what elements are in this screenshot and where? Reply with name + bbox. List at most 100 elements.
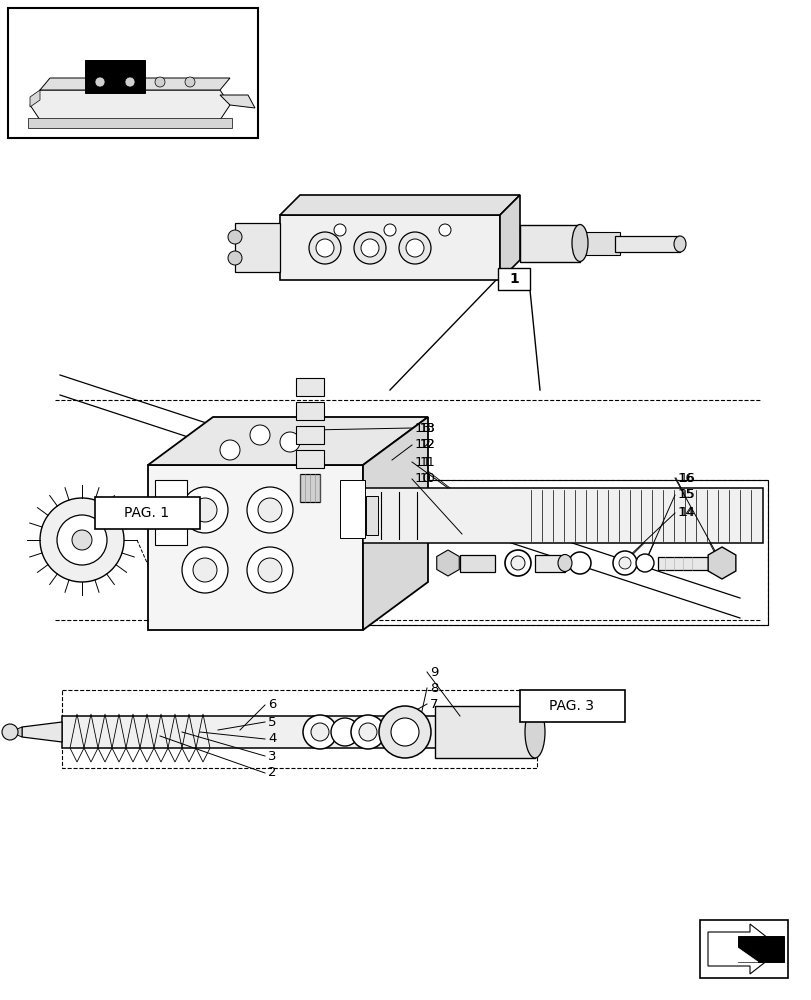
Text: 1: 1	[508, 272, 518, 286]
Text: 12: 12	[414, 438, 431, 452]
Circle shape	[72, 530, 92, 550]
Text: 15: 15	[677, 488, 694, 502]
Bar	[363, 480, 767, 625]
Polygon shape	[737, 948, 757, 962]
Text: 16: 16	[679, 472, 695, 485]
Circle shape	[182, 487, 228, 533]
Circle shape	[439, 224, 450, 236]
Text: 10: 10	[414, 473, 431, 486]
Circle shape	[228, 251, 242, 265]
Circle shape	[95, 77, 105, 87]
Circle shape	[247, 487, 293, 533]
Text: 13: 13	[419, 422, 436, 434]
Text: 10: 10	[419, 473, 436, 486]
Bar	[699, 920, 787, 978]
Bar	[155, 480, 187, 545]
Polygon shape	[707, 547, 735, 579]
Circle shape	[406, 239, 423, 257]
Polygon shape	[500, 195, 519, 280]
Ellipse shape	[525, 706, 544, 758]
Circle shape	[361, 239, 379, 257]
Polygon shape	[435, 706, 534, 758]
Circle shape	[309, 232, 341, 264]
Circle shape	[250, 425, 270, 445]
Polygon shape	[280, 195, 519, 215]
Text: 15: 15	[679, 488, 695, 502]
Polygon shape	[707, 924, 781, 974]
Polygon shape	[62, 716, 489, 748]
Circle shape	[379, 706, 431, 758]
Circle shape	[510, 556, 525, 570]
Text: 8: 8	[430, 682, 438, 694]
Circle shape	[311, 723, 328, 741]
Circle shape	[358, 723, 376, 741]
Circle shape	[354, 232, 385, 264]
Polygon shape	[22, 722, 62, 742]
Polygon shape	[534, 555, 564, 572]
Text: 14: 14	[677, 506, 694, 520]
Text: 16: 16	[677, 472, 694, 485]
Circle shape	[247, 547, 293, 593]
Text: 5: 5	[268, 716, 277, 728]
Polygon shape	[28, 118, 232, 128]
Polygon shape	[657, 557, 709, 570]
Text: 4: 4	[268, 732, 276, 746]
Polygon shape	[363, 417, 427, 630]
Polygon shape	[234, 223, 280, 272]
Polygon shape	[30, 90, 40, 107]
Circle shape	[40, 498, 124, 582]
Ellipse shape	[673, 236, 685, 252]
Bar	[296, 402, 324, 420]
Circle shape	[280, 432, 299, 452]
Circle shape	[350, 715, 384, 749]
Text: 11: 11	[414, 456, 431, 468]
Bar	[95, 497, 200, 529]
Polygon shape	[460, 555, 495, 572]
Polygon shape	[519, 225, 579, 262]
Text: 11: 11	[419, 456, 436, 468]
Polygon shape	[85, 60, 145, 93]
Text: 3: 3	[268, 750, 277, 762]
Polygon shape	[148, 417, 427, 465]
Circle shape	[193, 498, 217, 522]
Polygon shape	[363, 488, 762, 543]
Circle shape	[303, 715, 337, 749]
Circle shape	[2, 724, 18, 740]
Text: 2: 2	[268, 766, 277, 779]
Circle shape	[398, 232, 431, 264]
Circle shape	[228, 230, 242, 244]
Bar	[363, 480, 767, 625]
Circle shape	[391, 718, 418, 746]
Ellipse shape	[571, 225, 587, 261]
Circle shape	[125, 77, 135, 87]
Circle shape	[57, 515, 107, 565]
Circle shape	[258, 558, 281, 582]
Text: 9: 9	[430, 666, 438, 678]
Text: 13: 13	[419, 422, 436, 434]
Circle shape	[331, 718, 358, 746]
Circle shape	[258, 498, 281, 522]
Polygon shape	[40, 78, 230, 90]
Text: 14: 14	[679, 506, 695, 518]
Circle shape	[220, 440, 240, 460]
Polygon shape	[366, 496, 378, 535]
Polygon shape	[148, 465, 363, 630]
Bar	[8, 8, 258, 138]
Polygon shape	[220, 95, 255, 108]
Circle shape	[569, 552, 590, 574]
Bar	[296, 450, 324, 468]
Bar	[340, 480, 365, 538]
Bar	[519, 690, 624, 722]
Bar	[62, 690, 536, 768]
Bar	[299, 474, 320, 502]
Ellipse shape	[557, 554, 571, 572]
Circle shape	[504, 550, 530, 576]
Circle shape	[333, 224, 345, 236]
Circle shape	[182, 547, 228, 593]
Circle shape	[185, 77, 195, 87]
Polygon shape	[436, 550, 459, 576]
Text: 7: 7	[430, 698, 438, 710]
Polygon shape	[737, 936, 783, 962]
Polygon shape	[30, 90, 230, 120]
Polygon shape	[574, 232, 620, 255]
